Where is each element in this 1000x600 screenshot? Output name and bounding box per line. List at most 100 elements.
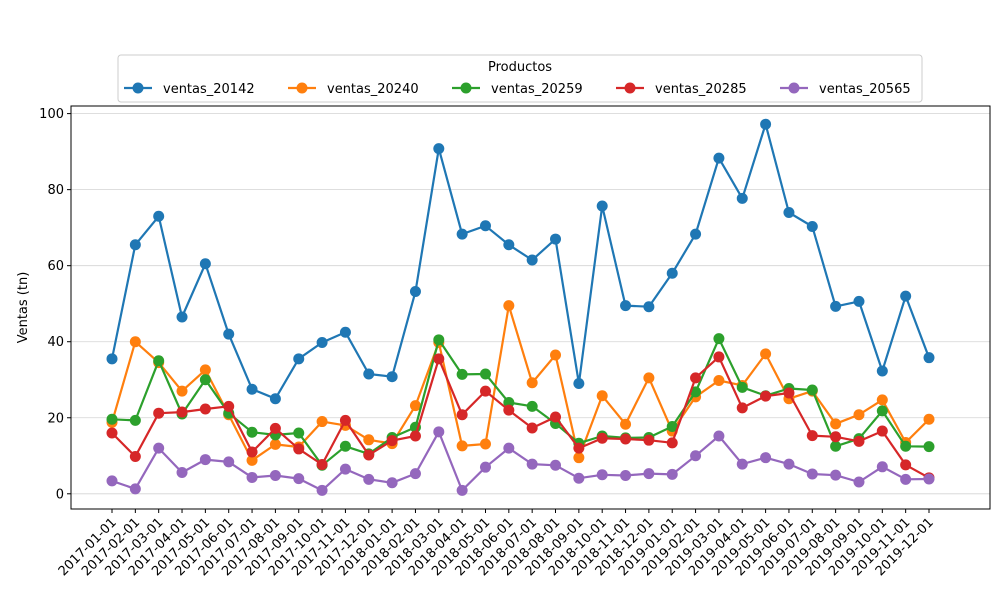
data-point bbox=[480, 386, 491, 397]
legend-label: ventas_20240 bbox=[327, 82, 419, 97]
data-point bbox=[830, 431, 841, 442]
data-point bbox=[737, 193, 748, 204]
data-point bbox=[457, 485, 468, 496]
data-point bbox=[153, 355, 164, 366]
data-point bbox=[807, 469, 818, 480]
data-point bbox=[480, 438, 491, 449]
data-point bbox=[643, 435, 654, 446]
legend-marker bbox=[625, 83, 636, 94]
series-line bbox=[112, 306, 929, 461]
data-point bbox=[877, 461, 888, 472]
data-point bbox=[643, 468, 654, 479]
data-point bbox=[597, 390, 608, 401]
data-point bbox=[433, 334, 444, 345]
data-point bbox=[317, 416, 328, 427]
data-point bbox=[270, 423, 281, 434]
data-point bbox=[737, 402, 748, 413]
data-point bbox=[317, 485, 328, 496]
data-point bbox=[900, 474, 911, 485]
data-point bbox=[807, 221, 818, 232]
data-point bbox=[457, 229, 468, 240]
data-point bbox=[713, 351, 724, 362]
data-point bbox=[293, 427, 304, 438]
data-point bbox=[760, 348, 771, 359]
data-point bbox=[550, 411, 561, 422]
data-point bbox=[830, 418, 841, 429]
data-point bbox=[924, 352, 935, 363]
data-point bbox=[900, 291, 911, 302]
data-point bbox=[340, 441, 351, 452]
data-point bbox=[200, 258, 211, 269]
data-point bbox=[200, 404, 211, 415]
y-tick-label: 40 bbox=[47, 335, 64, 350]
data-point bbox=[690, 229, 701, 240]
legend-title: Productos bbox=[488, 60, 552, 75]
y-axis-title: Ventas (tn) bbox=[16, 272, 31, 344]
data-point bbox=[153, 211, 164, 222]
data-point bbox=[200, 374, 211, 385]
data-point bbox=[643, 301, 654, 312]
data-point bbox=[783, 459, 794, 470]
data-point bbox=[387, 477, 398, 488]
data-point bbox=[737, 382, 748, 393]
data-point bbox=[153, 443, 164, 454]
data-point bbox=[853, 436, 864, 447]
data-point bbox=[877, 365, 888, 376]
data-point bbox=[363, 474, 374, 485]
data-point bbox=[433, 426, 444, 437]
y-tick-label: 0 bbox=[56, 487, 64, 502]
data-point bbox=[667, 469, 678, 480]
legend-label: ventas_20565 bbox=[819, 82, 911, 97]
data-point bbox=[340, 415, 351, 426]
data-point bbox=[690, 372, 701, 383]
data-point bbox=[503, 300, 514, 311]
data-point bbox=[340, 327, 351, 338]
data-point bbox=[807, 385, 818, 396]
legend[interactable]: Productos ventas_20142 ventas_20240 ventas… bbox=[118, 55, 922, 102]
data-point bbox=[410, 468, 421, 479]
data-point bbox=[597, 433, 608, 444]
data-point bbox=[667, 268, 678, 279]
data-point bbox=[877, 426, 888, 437]
data-point bbox=[457, 409, 468, 420]
data-point bbox=[153, 408, 164, 419]
data-point bbox=[223, 329, 234, 340]
data-point bbox=[760, 452, 771, 463]
series-line bbox=[112, 124, 929, 399]
data-point bbox=[317, 337, 328, 348]
data-point bbox=[620, 300, 631, 311]
data-point bbox=[177, 467, 188, 478]
data-point bbox=[783, 388, 794, 399]
data-point bbox=[387, 371, 398, 382]
data-point bbox=[877, 394, 888, 405]
data-point bbox=[573, 473, 584, 484]
data-point bbox=[363, 450, 374, 461]
series-ventas_20240 bbox=[107, 300, 935, 466]
data-point bbox=[527, 401, 538, 412]
data-point bbox=[177, 407, 188, 418]
data-point bbox=[830, 470, 841, 481]
data-point bbox=[760, 119, 771, 130]
series-line bbox=[112, 357, 929, 478]
data-point bbox=[760, 391, 771, 402]
data-point bbox=[877, 405, 888, 416]
data-point bbox=[293, 443, 304, 454]
data-point bbox=[480, 220, 491, 231]
legend-label: ventas_20285 bbox=[655, 82, 747, 97]
data-point bbox=[713, 333, 724, 344]
data-point bbox=[247, 427, 258, 438]
data-point bbox=[177, 386, 188, 397]
data-point bbox=[340, 464, 351, 475]
data-point bbox=[433, 143, 444, 154]
data-point bbox=[457, 369, 468, 380]
data-point bbox=[247, 384, 258, 395]
data-point bbox=[107, 353, 118, 364]
data-point bbox=[480, 369, 491, 380]
data-point bbox=[130, 336, 141, 347]
y-tick-label: 60 bbox=[47, 259, 64, 274]
data-point bbox=[924, 414, 935, 425]
data-point bbox=[550, 234, 561, 245]
data-point bbox=[293, 353, 304, 364]
data-point bbox=[457, 440, 468, 451]
series-layer bbox=[107, 119, 935, 496]
